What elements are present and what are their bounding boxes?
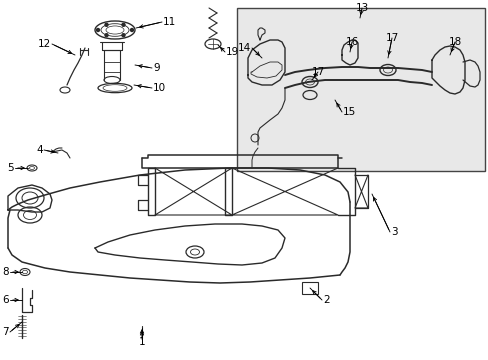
Text: 10: 10: [153, 83, 166, 93]
Text: 8: 8: [2, 267, 9, 277]
Text: 5: 5: [7, 163, 14, 173]
Text: 13: 13: [355, 3, 368, 13]
Bar: [302, 282, 317, 294]
Circle shape: [105, 34, 108, 37]
Text: 19: 19: [225, 47, 239, 57]
Text: 9: 9: [153, 63, 159, 73]
Text: 3: 3: [390, 227, 397, 237]
Bar: [237, 8, 484, 171]
Circle shape: [96, 28, 99, 31]
Text: 12: 12: [38, 39, 51, 49]
Text: 7: 7: [2, 327, 9, 337]
Text: 18: 18: [447, 37, 461, 47]
Text: 17: 17: [311, 67, 324, 77]
Text: 11: 11: [163, 17, 176, 27]
Text: 15: 15: [342, 107, 355, 117]
Circle shape: [105, 23, 108, 26]
Text: 4: 4: [37, 145, 43, 155]
Text: 17: 17: [385, 33, 398, 43]
Text: 1: 1: [139, 337, 145, 347]
Circle shape: [122, 34, 125, 37]
Circle shape: [130, 28, 133, 31]
Text: 16: 16: [345, 37, 358, 47]
Text: 2: 2: [322, 295, 329, 305]
Circle shape: [122, 23, 125, 26]
Text: 6: 6: [2, 295, 9, 305]
Text: 14: 14: [237, 43, 250, 53]
